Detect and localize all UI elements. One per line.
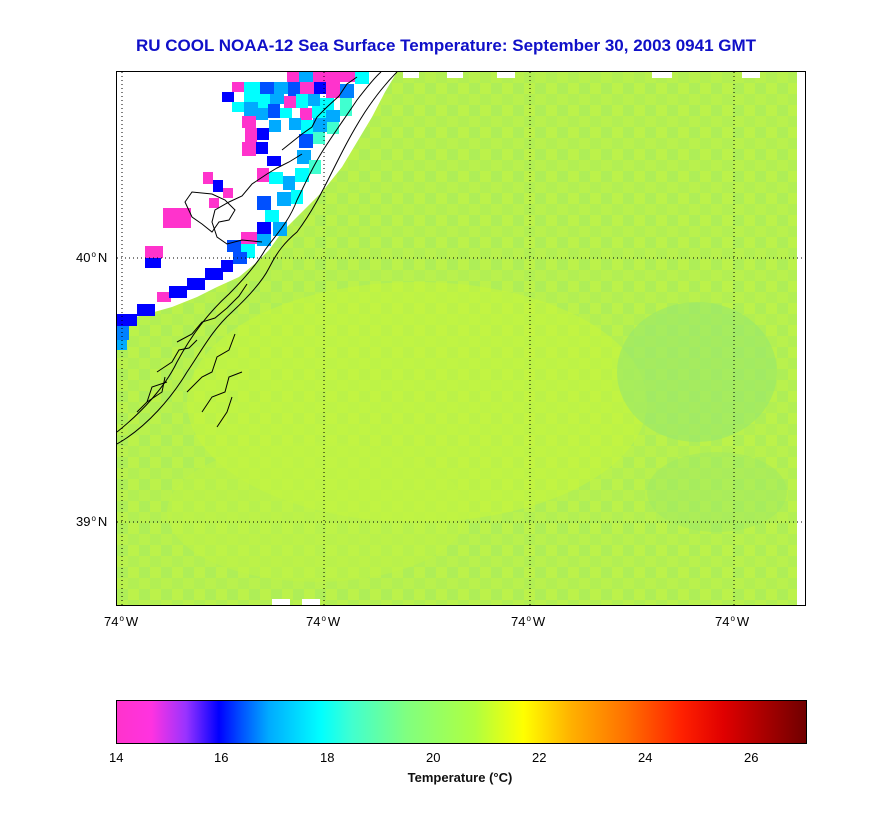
cold-pixels xyxy=(117,72,369,350)
colorbar-label: Temperature (°C) xyxy=(407,770,513,785)
lon-label-1: 74o W xyxy=(104,614,139,629)
temperature-colorbar xyxy=(116,700,807,744)
lon-label-2: 74o W xyxy=(306,614,341,629)
colorbar-tick: 24 xyxy=(638,750,653,765)
colorbar-tick: 16 xyxy=(214,750,229,765)
lon-label-3: 74o W xyxy=(511,614,546,629)
colorbar-tick: 18 xyxy=(320,750,335,765)
coastline xyxy=(117,72,398,445)
graticule xyxy=(117,72,805,605)
missing-data-gaps xyxy=(272,72,760,605)
lat-label-39: 39o N xyxy=(76,514,108,529)
colorbar-tick: 22 xyxy=(532,750,547,765)
sst-map-canvas xyxy=(117,72,805,605)
map-title: RU COOL NOAA-12 Sea Surface Temperature:… xyxy=(135,36,757,55)
sst-map xyxy=(116,71,806,606)
lat-label-40: 40o N xyxy=(76,250,108,265)
colorbar-tick: 26 xyxy=(744,750,759,765)
colorbar-tick: 14 xyxy=(109,750,124,765)
colorbar-tick: 20 xyxy=(426,750,441,765)
lon-label-4: 74o W xyxy=(715,614,750,629)
